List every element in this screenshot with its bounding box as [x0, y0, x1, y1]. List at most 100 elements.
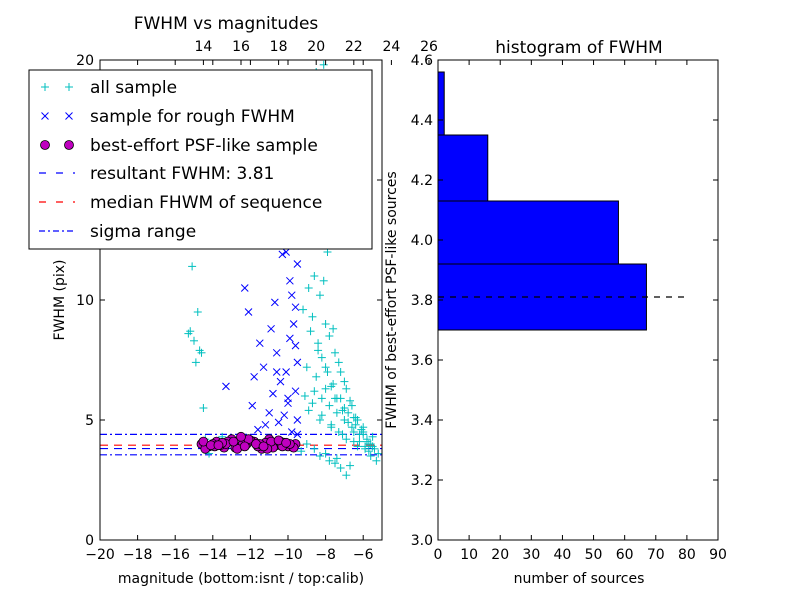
- point-0-84: [349, 437, 358, 446]
- y-tick-label: 4.6: [411, 53, 433, 69]
- point-0-107: [325, 456, 334, 465]
- x-tick-label: 30: [522, 547, 540, 563]
- point-1-2: [244, 308, 253, 316]
- scatter-legend: all sample sample for rough FWHM best-ef…: [28, 69, 373, 250]
- point-0-63: [312, 372, 321, 381]
- point-2-46: [281, 437, 292, 448]
- point-0-91: [342, 435, 351, 444]
- point-1-5: [259, 363, 268, 372]
- point-0-87: [308, 399, 317, 408]
- point-0-73: [321, 363, 330, 372]
- point-0-15: [310, 272, 319, 280]
- x-tick-label: −12: [236, 547, 266, 563]
- legend-box: [28, 69, 373, 250]
- legend-marker-1-a: [41, 112, 49, 120]
- legend-label-all-sample: all sample: [90, 78, 177, 98]
- point-0-45: [319, 276, 328, 285]
- x-tick-label: −10: [273, 547, 303, 563]
- point-0-19: [331, 348, 339, 357]
- point-0-31: [314, 339, 323, 348]
- point-0-57: [332, 408, 341, 417]
- point-0-71: [306, 327, 315, 336]
- point-1-12: [289, 320, 298, 328]
- scatter-plot-area: [99, 59, 383, 541]
- point-0-81: [315, 416, 324, 424]
- point-0-85: [361, 442, 370, 451]
- point-1-6: [265, 408, 274, 417]
- point-1-39: [287, 291, 296, 300]
- point-0-77: [351, 420, 360, 429]
- point-0-100: [319, 60, 328, 69]
- point-0-103: [331, 459, 339, 468]
- point-1-33: [293, 416, 302, 424]
- point-1-8: [274, 418, 283, 427]
- point-1-37: [293, 430, 302, 439]
- point-0-6: [195, 346, 204, 355]
- x-tick-label: −8: [315, 547, 336, 563]
- point-0-68: [359, 423, 368, 432]
- legend-label-psf-sample: best-effort PSF-like sample: [90, 136, 318, 156]
- point-1-32: [291, 303, 300, 312]
- point-0-92: [353, 442, 362, 451]
- point-0-56: [325, 401, 334, 410]
- point-0-67: [349, 413, 358, 422]
- histogram-ticks: 0 10 20 30 40 50 60 70 80 90 3.0 3.2 3.4 3.6 3.8 4.0 4.2…: [411, 53, 727, 563]
- x-tick-label: 80: [678, 547, 696, 563]
- top-tick-label: 20: [307, 39, 325, 55]
- point-1-31: [286, 334, 294, 343]
- point-1-16: [261, 420, 270, 429]
- point-0-62: [302, 363, 311, 372]
- histogram-panel: 0 10 20 30 40 50 60 70 80 90 3.0 3.2 3.4 3.6 3.8 4.0 4.2…: [384, 38, 727, 587]
- point-1-35: [284, 399, 292, 408]
- point-0-21: [342, 384, 351, 393]
- legend-label-resultant-fwhm: resultant FWHM: 3.81: [90, 164, 274, 184]
- point-1-34: [272, 368, 281, 376]
- y-tick-label: 3.0: [411, 533, 433, 549]
- point-1-0: [222, 382, 230, 391]
- x-tick-label: 0: [434, 547, 443, 563]
- y-tick-label: 4.2: [411, 173, 433, 189]
- point-0-38: [349, 428, 358, 436]
- legend-label-sigma-range: sigma range: [90, 222, 196, 242]
- top-tick-label: 26: [420, 39, 438, 55]
- series-0: [184, 60, 382, 480]
- point-0-64: [321, 384, 330, 393]
- point-0-17: [321, 320, 330, 328]
- scatter-ticks: −20−18−16−14−12−10−8−6051015201416182022…: [76, 39, 438, 563]
- point-0-54: [310, 387, 319, 396]
- x-tick-label: 90: [709, 547, 727, 563]
- legend-markers: [39, 83, 75, 232]
- point-0-89: [327, 420, 336, 429]
- point-0-7: [188, 262, 197, 271]
- x-tick-label: −14: [198, 547, 228, 563]
- y-tick-label: 0: [85, 533, 94, 549]
- point-0-86: [300, 392, 309, 400]
- point-1-14: [293, 358, 302, 367]
- point-0-42: [372, 456, 381, 465]
- point-0-16: [315, 291, 324, 300]
- legend-marker-0-b: [65, 83, 73, 91]
- point-0-104: [346, 461, 355, 470]
- x-tick-label: −20: [85, 547, 115, 563]
- point-1-26: [270, 298, 279, 307]
- point-0-66: [340, 404, 349, 412]
- point-1-10: [282, 248, 290, 256]
- point-0-94: [332, 454, 341, 463]
- histogram-y-axis-label: FWHM of best-effort PSF-like sources: [384, 171, 400, 428]
- y-tick-label: 4.4: [411, 113, 433, 129]
- point-0-70: [299, 305, 308, 314]
- point-0-76: [344, 408, 353, 417]
- point-1-3: [250, 372, 259, 381]
- point-1-15: [248, 401, 257, 410]
- histogram-bar-0: [437, 263, 647, 331]
- scatter-marks: [100, 60, 382, 480]
- point-1-17: [272, 348, 281, 357]
- point-0-78: [359, 430, 368, 439]
- point-0-79: [366, 440, 375, 448]
- x-tick-label: 10: [460, 547, 478, 563]
- x-tick-label: 50: [585, 547, 603, 563]
- point-0-32: [317, 353, 326, 362]
- x-tick-label: 20: [491, 547, 509, 563]
- x-tick-label: 60: [616, 547, 634, 563]
- point-0-2: [184, 329, 193, 338]
